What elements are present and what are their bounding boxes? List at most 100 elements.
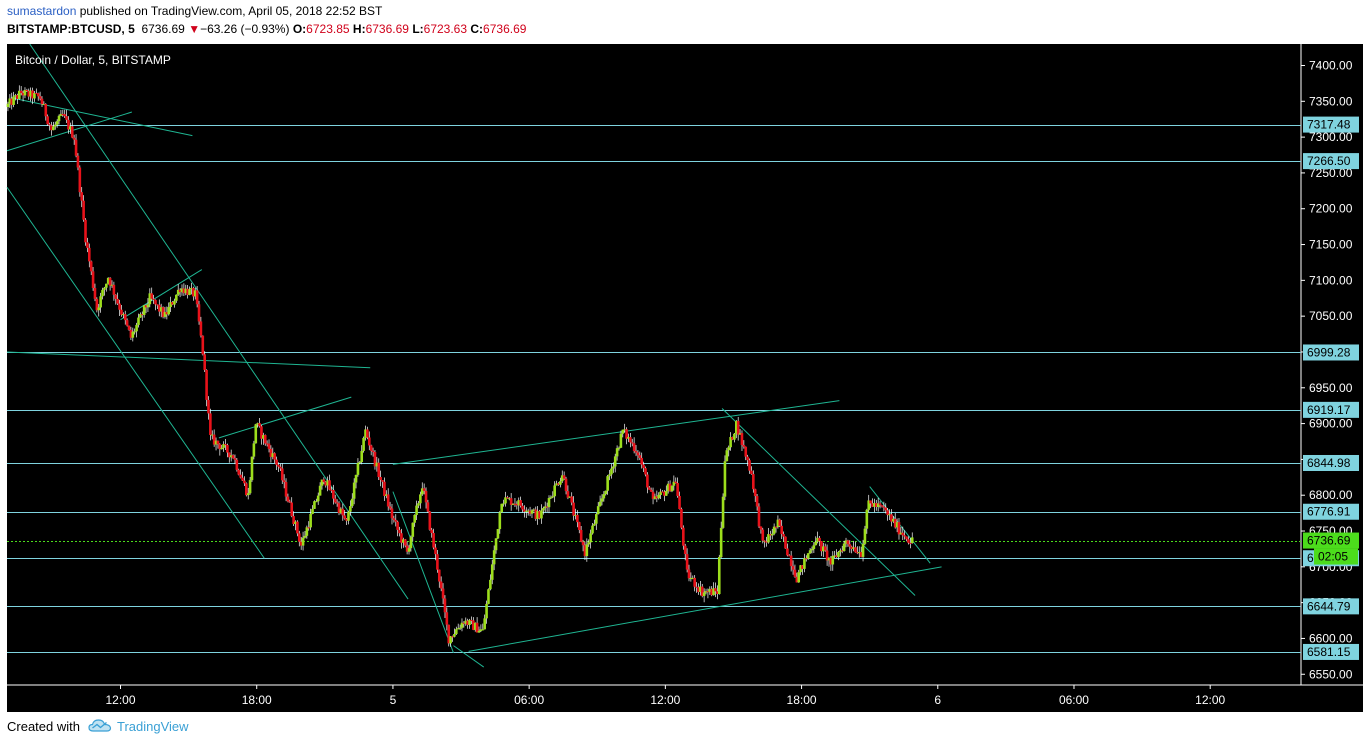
candle-down bbox=[394, 519, 398, 522]
candle-up bbox=[844, 540, 848, 544]
candle-up bbox=[549, 497, 553, 499]
chart-svg[interactable]: 7400.00 7350.00 7300.00 7250.00 7200.00 7150.… bbox=[0, 43, 1370, 712]
candle-up bbox=[17, 90, 21, 99]
trend-line bbox=[721, 408, 916, 596]
trend-line bbox=[29, 43, 409, 600]
candle-down bbox=[76, 155, 80, 168]
countdown-label-bg bbox=[1314, 548, 1358, 565]
candle-down bbox=[782, 534, 785, 537]
candle-down bbox=[678, 495, 681, 510]
candle-up bbox=[135, 324, 138, 332]
candle-down bbox=[424, 490, 428, 503]
candle-down bbox=[46, 116, 49, 125]
candle-up bbox=[311, 508, 314, 514]
candle-down bbox=[742, 444, 746, 447]
price-axis-background[interactable] bbox=[1301, 44, 1363, 685]
candle-up bbox=[350, 498, 354, 507]
candle-up bbox=[481, 629, 485, 631]
price-tick-label: 7100.00 bbox=[1309, 273, 1353, 287]
candle-down bbox=[835, 555, 838, 558]
candle-down bbox=[80, 192, 84, 201]
down-arrow-icon: ▼ bbox=[188, 22, 201, 36]
candle-down bbox=[829, 557, 833, 565]
candle-up bbox=[600, 498, 604, 502]
candle-down bbox=[307, 527, 311, 529]
chart-area[interactable]: 7400.00 7350.00 7300.00 7250.00 7200.00 7150.… bbox=[0, 43, 1370, 712]
candle-down bbox=[736, 420, 740, 435]
candle-down bbox=[583, 545, 587, 557]
candle-down bbox=[373, 452, 377, 467]
candle-up bbox=[479, 629, 483, 631]
ohlc-line: BITSTAMP:BTCUSD, 5 6736.69 ▼−63.26 (−0.9… bbox=[7, 22, 526, 36]
trend-line bbox=[120, 269, 203, 321]
candle-down bbox=[748, 460, 751, 471]
trend-line bbox=[218, 396, 352, 439]
candle-down bbox=[439, 581, 443, 589]
candle-up bbox=[485, 603, 488, 619]
candle-up bbox=[256, 423, 259, 425]
candle-down bbox=[564, 478, 568, 492]
candle-down bbox=[445, 612, 449, 625]
candle-up bbox=[52, 126, 55, 131]
candle-down bbox=[572, 502, 575, 516]
candle-down bbox=[63, 114, 67, 117]
candle-up bbox=[888, 514, 891, 516]
candle-up bbox=[453, 633, 456, 637]
candle-up bbox=[602, 494, 606, 499]
tradingview-link[interactable]: TradingView bbox=[117, 719, 189, 734]
candle-down bbox=[676, 483, 679, 496]
tradingview-cloud-logo-icon[interactable] bbox=[88, 718, 112, 734]
time-axis-background[interactable] bbox=[7, 685, 1363, 712]
candle-up bbox=[627, 437, 630, 439]
candle-up bbox=[504, 497, 507, 504]
price-level-label-bg bbox=[1303, 503, 1359, 520]
candle-up bbox=[417, 503, 420, 506]
candle-up bbox=[689, 578, 693, 580]
candle-down bbox=[634, 451, 638, 453]
trend-line bbox=[453, 645, 485, 668]
candle-down bbox=[884, 507, 888, 511]
candle-down bbox=[292, 516, 295, 525]
candle-down bbox=[840, 550, 844, 552]
candle-up bbox=[555, 483, 558, 486]
candle-up bbox=[721, 496, 725, 528]
price-level-label: 6844.98 bbox=[1307, 456, 1351, 470]
low-value: 6723.63 bbox=[423, 22, 468, 36]
trend-line bbox=[392, 491, 454, 653]
candle-down bbox=[576, 514, 579, 523]
candle-up bbox=[827, 557, 831, 561]
trend-line bbox=[6, 111, 133, 152]
price-level-label-bg bbox=[1303, 344, 1359, 361]
price-tick-label: 7050.00 bbox=[1309, 309, 1353, 323]
candle-down bbox=[195, 290, 199, 305]
price-level-label: 6999.28 bbox=[1307, 345, 1351, 359]
candle-up bbox=[822, 546, 825, 552]
candle-up bbox=[666, 483, 670, 492]
candle-down bbox=[199, 321, 203, 336]
candle-up bbox=[490, 564, 494, 580]
candle-down bbox=[152, 298, 155, 300]
time-tick-label: 18:00 bbox=[242, 693, 272, 707]
candle-down bbox=[61, 113, 65, 115]
candle-up bbox=[585, 544, 589, 557]
candle-up bbox=[131, 331, 135, 338]
candle-down bbox=[761, 529, 765, 541]
candle-down bbox=[165, 312, 169, 315]
author-link[interactable]: sumastardon bbox=[7, 4, 77, 18]
candle-up bbox=[110, 284, 114, 286]
candle-down bbox=[296, 521, 299, 534]
candle-up bbox=[498, 512, 502, 530]
candle-up bbox=[526, 510, 530, 512]
candle-down bbox=[825, 550, 829, 561]
candle-down bbox=[171, 302, 174, 305]
candle-down bbox=[35, 93, 38, 95]
candle-down bbox=[140, 314, 144, 316]
candle-up bbox=[354, 474, 358, 483]
candle-down bbox=[186, 288, 189, 295]
candle-up bbox=[608, 474, 611, 477]
candle-down bbox=[695, 586, 698, 588]
candle-down bbox=[793, 569, 797, 577]
candle-down bbox=[279, 466, 282, 469]
candle-down bbox=[91, 271, 95, 288]
candle-down bbox=[156, 304, 159, 306]
